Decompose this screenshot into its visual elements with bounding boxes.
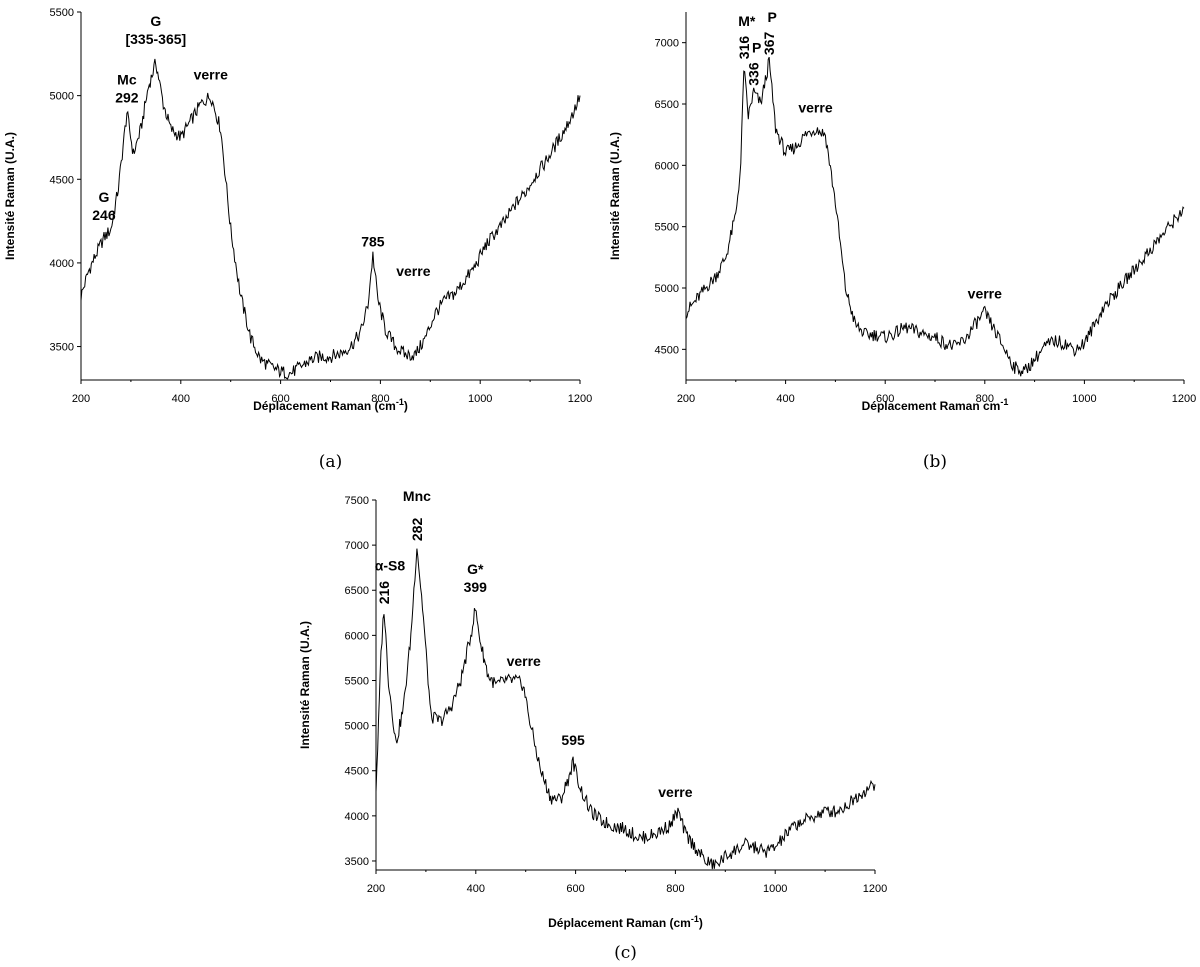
x-tick-label: 400 <box>172 393 190 405</box>
y-tick-label: 4500 <box>50 174 74 186</box>
y-tick-label: 5000 <box>655 283 679 295</box>
y-tick-label: 7000 <box>655 38 679 50</box>
y-axis-label: Intensité Raman (U.A.) <box>3 132 17 260</box>
x-tick-label: 400 <box>467 883 485 895</box>
peak-label: verre <box>658 784 692 800</box>
x-axis-label-main: Déplacement Raman (cm <box>253 399 396 413</box>
peak-label: Mnc <box>403 488 431 504</box>
peak-label: 595 <box>561 732 585 748</box>
y-tick-label: 7000 <box>345 540 369 552</box>
peak-label: G <box>99 189 110 205</box>
y-tick-label: 6000 <box>655 160 679 172</box>
peak-label: G <box>150 13 161 29</box>
peak-label: verre <box>507 653 541 669</box>
chart-b: 200 400 600 800 1000 1200 4500 5000 5500 6000 6500… <box>608 9 1196 472</box>
spectrum-line <box>80 58 581 380</box>
peak-label: [335-365] <box>125 31 186 47</box>
y-tick-label: 4500 <box>655 344 679 356</box>
x-tick-label: 800 <box>666 883 684 895</box>
spectrum-line <box>685 56 1185 377</box>
x-tick-label: 200 <box>72 393 90 405</box>
y-tick-label: 6500 <box>655 99 679 111</box>
peak-label-name: P <box>767 9 776 25</box>
chart-a: 200 400 600 800 1000 1200 3500 4000 4500 5000 5500… <box>3 7 592 472</box>
chart-c: 200 400 600 800 1000 1200 3500 4000 4500 5000 5500… <box>298 488 887 963</box>
peak-label: Mc <box>117 71 137 87</box>
peak-label: 785 <box>361 234 385 250</box>
y-tick-label: 5500 <box>50 7 74 19</box>
figure-caption: (c) <box>614 943 637 963</box>
peak-label: verre <box>396 263 430 279</box>
peak-label: 399 <box>464 579 488 595</box>
peak-label-name: M* <box>738 13 756 29</box>
x-tick-label: 1200 <box>568 393 592 405</box>
peak-label: 292 <box>115 89 139 105</box>
y-tick-label: 4000 <box>50 258 74 270</box>
x-tick-label: 800 <box>976 393 994 405</box>
x-tick-label: 600 <box>876 393 894 405</box>
y-axis-label: Intensité Raman (U.A.) <box>608 132 622 260</box>
x-tick-label: 1000 <box>468 393 492 405</box>
peak-label-rotated: 336 <box>746 62 762 86</box>
x-tick-label: 1200 <box>1172 393 1196 405</box>
x-tick-label: 1000 <box>1072 393 1096 405</box>
figure-caption: (b) <box>923 452 947 472</box>
peak-label: G* <box>467 561 484 577</box>
y-tick-label: 5000 <box>345 721 369 733</box>
x-tick-label: 600 <box>566 883 584 895</box>
x-tick-label: 200 <box>367 883 385 895</box>
peak-label: verre <box>968 285 1002 301</box>
x-tick-label: 1200 <box>863 883 887 895</box>
peak-label-rotated: 367 <box>761 31 777 55</box>
y-tick-label: 3500 <box>50 342 74 354</box>
x-axis-label-end: ) <box>404 399 408 413</box>
peak-label-name: P <box>752 40 761 56</box>
x-tick-label: 800 <box>371 393 389 405</box>
peak-label-rotated: 316 <box>736 36 752 60</box>
x-axis-label: Déplacement Raman (cm-1) <box>548 914 703 930</box>
x-axis-label-superscript: -1 <box>691 914 699 924</box>
figure-caption: (a) <box>319 452 342 472</box>
y-tick-label: 5500 <box>655 222 679 234</box>
x-tick-label: 400 <box>776 393 794 405</box>
peak-label-rotated: 282 <box>409 518 425 542</box>
y-tick-label: 7500 <box>345 495 369 507</box>
x-axis-label-main: Déplacement Raman cm <box>862 399 1001 413</box>
y-tick-label: 4000 <box>345 811 369 823</box>
x-axis-label: Déplacement Raman cm-1 <box>862 397 1009 413</box>
x-axis-label-superscript: -1 <box>396 397 404 407</box>
x-axis-label-end: ) <box>699 916 703 930</box>
y-tick-label: 5500 <box>345 675 369 687</box>
peak-label: α-S8 <box>375 558 406 574</box>
x-tick-label: 1000 <box>763 883 787 895</box>
peak-label: verre <box>798 99 832 115</box>
x-tick-label: 200 <box>677 393 695 405</box>
spectrum-line <box>375 548 876 870</box>
y-tick-label: 6000 <box>345 630 369 642</box>
x-axis-label: Déplacement Raman (cm-1) <box>253 397 408 413</box>
x-axis-label-main: Déplacement Raman (cm <box>548 916 691 930</box>
y-tick-label: 3500 <box>345 856 369 868</box>
peak-label: 246 <box>92 207 116 223</box>
x-axis-label-superscript: -1 <box>1000 397 1008 407</box>
y-axis-label: Intensité Raman (U.A.) <box>298 621 312 749</box>
y-tick-label: 6500 <box>345 585 369 597</box>
y-tick-label: 4500 <box>345 766 369 778</box>
y-tick-label: 5000 <box>50 91 74 103</box>
x-tick-label: 600 <box>271 393 289 405</box>
peak-label-rotated: 216 <box>376 581 392 605</box>
peak-label: verre <box>194 66 228 82</box>
